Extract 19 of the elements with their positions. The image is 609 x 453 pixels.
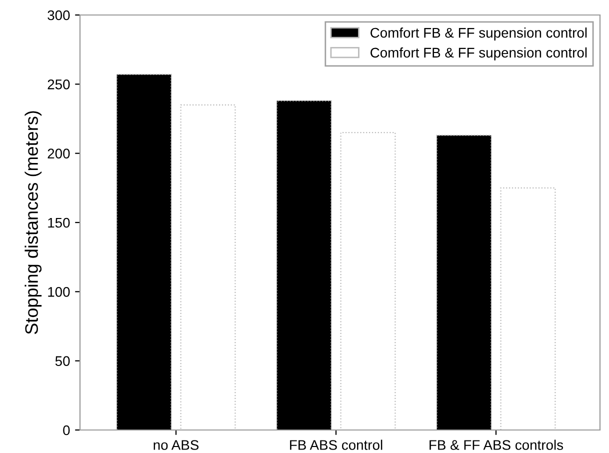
bar (180, 104, 236, 430)
y-tick-label: 50 (55, 356, 70, 366)
legend-label: Comfort FB & FF supension control (370, 28, 587, 40)
y-tick-label: 150 (48, 218, 70, 228)
bar (340, 132, 396, 430)
bar (116, 74, 172, 430)
y-tick-label: 0 (63, 425, 70, 436)
bar (276, 100, 332, 430)
y-tick-label: 200 (48, 148, 70, 159)
x-tick-label: FB & FF ABS controls (430, 440, 564, 450)
legend-label: Comfort FB & FF supension control (370, 47, 587, 60)
bar (436, 134, 492, 430)
y-tick-label: 300 (48, 10, 70, 20)
x-tick-label: FB ABS control (290, 440, 382, 450)
bar (500, 187, 556, 430)
y-axis-title: Stopping distances (meters) (24, 111, 42, 334)
y-tick-label: 250 (48, 80, 70, 90)
x-tick-label: no ABS (154, 440, 199, 450)
y-tick-label: 100 (48, 287, 70, 297)
